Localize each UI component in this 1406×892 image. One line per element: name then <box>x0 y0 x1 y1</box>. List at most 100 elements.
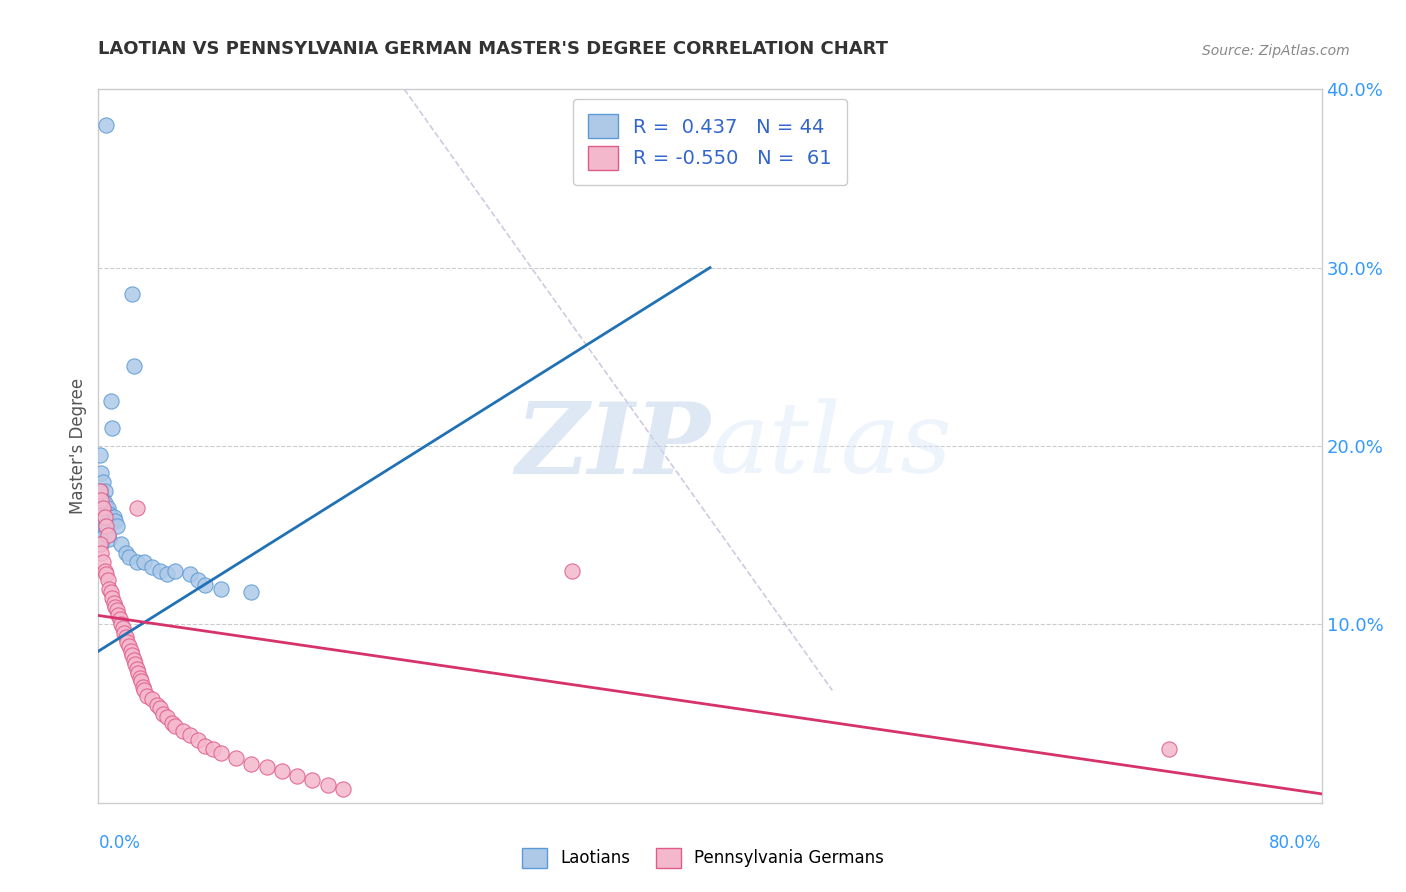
Point <box>285 769 308 783</box>
Point <box>94 519 117 533</box>
Point <box>122 653 145 667</box>
Point <box>90 466 112 480</box>
Point <box>163 564 186 578</box>
Point <box>100 394 122 409</box>
Y-axis label: Master's Degree: Master's Degree <box>69 378 87 514</box>
Point <box>118 639 141 653</box>
Point <box>107 608 129 623</box>
Point <box>91 501 114 516</box>
Point <box>124 657 146 671</box>
Point <box>125 662 148 676</box>
Point <box>97 528 120 542</box>
Point <box>110 617 132 632</box>
Legend: Laotians, Pennsylvania Germans: Laotians, Pennsylvania Germans <box>516 841 890 875</box>
Point <box>187 573 209 587</box>
Point <box>105 519 128 533</box>
Point <box>125 501 148 516</box>
Point <box>94 501 117 516</box>
Point <box>125 555 148 569</box>
Point <box>98 582 121 596</box>
Point <box>301 772 323 787</box>
Point <box>149 564 172 578</box>
Point <box>90 537 112 551</box>
Point <box>93 510 115 524</box>
Point <box>136 689 159 703</box>
Point <box>104 599 127 614</box>
Point <box>194 578 217 592</box>
Point <box>120 644 142 658</box>
Point <box>152 706 174 721</box>
Point <box>89 483 111 498</box>
Point <box>115 630 138 644</box>
Point <box>240 756 263 771</box>
Point <box>134 555 156 569</box>
Point <box>100 510 122 524</box>
Point <box>225 751 247 765</box>
Point <box>121 287 143 301</box>
Point <box>160 715 183 730</box>
Point <box>101 421 124 435</box>
Text: LAOTIAN VS PENNSYLVANIA GERMAN MASTER'S DEGREE CORRELATION CHART: LAOTIAN VS PENNSYLVANIA GERMAN MASTER'S … <box>98 40 889 58</box>
Point <box>122 359 145 373</box>
Point <box>104 514 127 528</box>
Point <box>91 555 114 569</box>
Point <box>94 524 117 539</box>
Point <box>127 665 149 680</box>
Point <box>202 742 225 756</box>
Point <box>93 496 115 510</box>
Point <box>115 546 138 560</box>
Point <box>187 733 209 747</box>
Point <box>240 585 263 599</box>
Point <box>100 585 122 599</box>
Point <box>179 567 201 582</box>
Point <box>149 701 172 715</box>
Point <box>316 778 339 792</box>
Point <box>98 507 121 521</box>
Point <box>128 671 150 685</box>
Text: 0.0%: 0.0% <box>98 834 141 852</box>
Point <box>132 680 155 694</box>
Point <box>108 612 131 626</box>
Legend: R =  0.437   N = 44, R = -0.550   N =  61: R = 0.437 N = 44, R = -0.550 N = 61 <box>572 99 848 186</box>
Point <box>156 567 179 582</box>
Point <box>129 674 152 689</box>
Point <box>118 549 141 564</box>
Text: atlas: atlas <box>710 399 953 493</box>
Point <box>332 781 354 796</box>
Point <box>97 501 120 516</box>
Point <box>103 510 125 524</box>
Point <box>209 582 232 596</box>
Point <box>93 519 115 533</box>
Point <box>101 591 124 605</box>
Point <box>179 728 201 742</box>
Point <box>97 528 120 542</box>
Point <box>112 626 135 640</box>
Point <box>90 514 112 528</box>
Point <box>98 532 121 546</box>
Point <box>141 692 163 706</box>
Point <box>141 560 163 574</box>
Point <box>156 710 179 724</box>
Point <box>103 596 125 610</box>
Text: Source: ZipAtlas.com: Source: ZipAtlas.com <box>1202 44 1350 58</box>
Point <box>121 648 143 662</box>
Point <box>194 739 217 753</box>
Point <box>89 448 111 462</box>
Point <box>89 510 111 524</box>
Point <box>117 635 139 649</box>
Point <box>93 564 115 578</box>
Point <box>105 603 128 617</box>
Text: ZIP: ZIP <box>515 398 710 494</box>
Point <box>256 760 278 774</box>
Point <box>94 567 117 582</box>
Point <box>1157 742 1180 756</box>
Point <box>89 537 111 551</box>
Point <box>91 475 114 489</box>
Point <box>172 724 194 739</box>
Point <box>209 746 232 760</box>
Point <box>134 683 156 698</box>
Point <box>93 483 115 498</box>
Point <box>91 519 114 533</box>
Point <box>101 514 124 528</box>
Point <box>90 546 112 560</box>
